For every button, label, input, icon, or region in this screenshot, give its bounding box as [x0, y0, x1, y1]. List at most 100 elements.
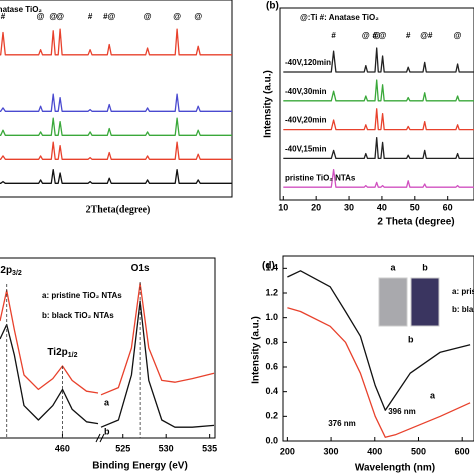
- x-tick-label: 60: [443, 202, 453, 212]
- spectrum-line: [0, 28, 232, 56]
- spectrum-line: [283, 47, 474, 73]
- trace-label: -40V,120min: [285, 58, 331, 67]
- peak-marker: @: [56, 12, 64, 21]
- plot-frame: [279, 7, 474, 201]
- spectrum-line: [283, 108, 474, 131]
- peak-label: O1s: [131, 263, 150, 274]
- peak-marker: @: [173, 12, 181, 21]
- y-tick-label: 0.6: [265, 361, 278, 371]
- peak-label: Ti2p1/2: [47, 347, 77, 359]
- y-tick-label: 0.0: [265, 435, 278, 445]
- annotation: 376 nm: [328, 419, 356, 428]
- spectrum-line: [0, 168, 232, 184]
- spectrum-line: [0, 141, 232, 160]
- x-tick-label: 30: [344, 202, 354, 212]
- peak-label-sub: 3/2: [12, 270, 22, 277]
- x-tick-label: 460: [55, 443, 70, 453]
- x-tick-label: 50: [410, 202, 420, 212]
- x-tick-label: 525: [115, 443, 130, 453]
- legend-text: #: Anatase TiO₂: [0, 5, 42, 14]
- x-tick-label: 600: [455, 446, 470, 456]
- x-tick-label: 535: [202, 443, 217, 453]
- peak-marker: #: [331, 31, 336, 40]
- x-axis-label: 2Theta(degree): [86, 204, 151, 215]
- plot-frame: [0, 257, 216, 439]
- spectrum-line: [0, 117, 232, 136]
- panel-label: (b): [266, 1, 279, 12]
- trace-label: pristine TiO₂ NTAs: [285, 173, 356, 182]
- plot-frame: [282, 255, 474, 442]
- spectrum-line: [283, 79, 474, 102]
- curve-label: a: [430, 390, 436, 400]
- spectrum-line: [0, 93, 232, 112]
- peak-marker: #: [372, 31, 377, 40]
- spectrum-line: [100, 282, 215, 396]
- spectrum-line: [283, 168, 474, 188]
- inset-label: b: [422, 262, 428, 272]
- panel-label: (d): [262, 261, 275, 272]
- curve-label: b: [104, 426, 110, 436]
- peak-marker: @: [379, 31, 387, 40]
- peak-label-sub: 1/2: [68, 352, 78, 359]
- x-axis-label: Binding Energy (eV): [92, 461, 188, 472]
- axis-break: [95, 433, 105, 443]
- peak-marker: @: [37, 12, 45, 21]
- legend-text: @:Ti #: Anatase TiO₂: [300, 13, 379, 22]
- inset-photo: [378, 277, 408, 327]
- x-tick-label: 300: [324, 446, 339, 456]
- peak-marker: @: [144, 12, 152, 21]
- y-tick-label: 0.2: [265, 411, 278, 421]
- peak-marker: #: [1, 12, 6, 21]
- y-tick-label: 1.0: [265, 312, 278, 322]
- trace-label: -40V,15min: [285, 145, 327, 154]
- spectrum-line: [0, 289, 99, 394]
- peak-marker: @: [194, 12, 202, 21]
- peak-marker: #@: [103, 12, 115, 21]
- spectrum-line: [287, 307, 471, 438]
- curve-label: a: [104, 397, 110, 407]
- peak-marker: @#: [420, 31, 433, 40]
- legend-entry: b: black TiO₂ NTAs: [452, 305, 474, 314]
- peak-marker: #: [88, 12, 93, 21]
- spectrum-line: [100, 300, 215, 428]
- peak-marker: @: [49, 12, 57, 21]
- x-tick-label: 530: [159, 443, 174, 453]
- trace-label: -40V,20min: [285, 116, 327, 125]
- peak-marker: @: [373, 31, 381, 40]
- x-tick-label: 10: [278, 202, 288, 212]
- y-tick-label: 1.4: [265, 263, 278, 273]
- x-axis-label: 2 Theta (degree): [377, 217, 454, 228]
- x-tick-label: 400: [367, 446, 382, 456]
- inset-photo: [410, 277, 440, 327]
- peak-label-main: O1s: [131, 263, 150, 274]
- x-tick-label: 40: [377, 202, 387, 212]
- y-tick-label: 0.8: [265, 337, 278, 347]
- peak-marker: @: [362, 31, 370, 40]
- legend-entry: b: black TiO₂ NTAs: [42, 311, 114, 320]
- y-axis-label: Intensity (a.u.): [251, 316, 262, 384]
- peak-label: Ti2p3/2: [0, 265, 22, 277]
- spectrum-line: [283, 136, 474, 160]
- peak-label-main: Ti2p: [47, 347, 67, 358]
- x-tick-label: 500: [411, 446, 426, 456]
- peak-marker: #: [406, 31, 411, 40]
- legend-entry: a: pristine TiO₂ NTAs: [42, 291, 122, 300]
- curve-label: b: [408, 334, 414, 344]
- y-axis-label: Intensity (a.u.): [263, 70, 274, 138]
- x-axis-label: Wavelength (nm): [355, 463, 435, 474]
- spectrum-line: [0, 323, 99, 425]
- plot-frame: [0, 0, 233, 198]
- legend-entry: a: pristine TiO₂ NTAs: [452, 287, 474, 296]
- trace-label: -40V,30min: [285, 87, 327, 96]
- inset-label: a: [390, 262, 396, 272]
- peak-marker: @: [454, 31, 462, 40]
- annotation: 396 nm: [388, 407, 416, 416]
- x-tick-label: 20: [311, 202, 321, 212]
- peak-label-main: Ti2p: [0, 265, 12, 276]
- spectrum-line: [287, 270, 471, 411]
- y-tick-label: 0.4: [265, 386, 278, 396]
- x-tick-label: 200: [280, 446, 295, 456]
- y-tick-label: 1.2: [265, 287, 278, 297]
